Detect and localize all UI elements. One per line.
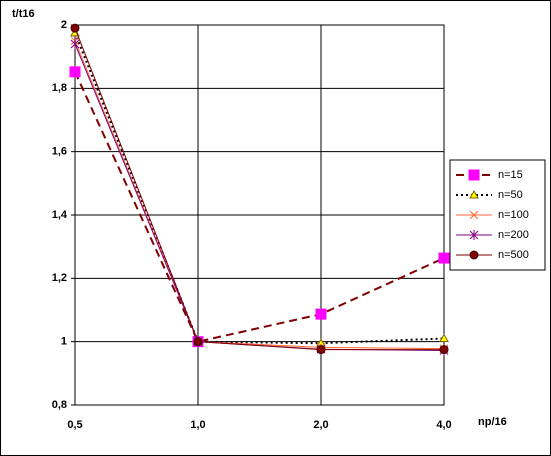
series-line: [74, 40, 445, 350]
marker: [316, 345, 326, 355]
series-line: [74, 27, 444, 351]
y-tick-label: 1,4: [52, 209, 68, 221]
x-tick-label: 4,0: [436, 419, 451, 431]
marker: [315, 308, 327, 320]
legend-label: n=50: [498, 189, 523, 201]
marker: [193, 337, 203, 347]
series-line: [74, 32, 445, 345]
series-line: [74, 71, 445, 343]
y-tick-label: 2: [61, 19, 67, 31]
marker: [469, 230, 479, 240]
x-tick-label: 1,0: [190, 419, 205, 431]
marker: [469, 189, 479, 199]
marker: [439, 345, 449, 355]
legend-label: n=200: [498, 229, 529, 241]
y-axis-label: t/t16: [12, 8, 35, 20]
legend-label: n=15: [498, 169, 523, 181]
legend-label: n=500: [498, 249, 529, 261]
marker: [468, 169, 480, 181]
y-tick-label: 1,6: [52, 146, 67, 158]
y-tick-label: 1,2: [52, 272, 67, 284]
marker: [69, 66, 81, 78]
x-tick-label: 2,0: [313, 419, 328, 431]
marker: [439, 333, 449, 342]
marker: [469, 250, 479, 260]
marker: [469, 210, 479, 220]
legend-label: n=100: [498, 209, 529, 221]
y-tick-label: 1: [61, 336, 67, 348]
legend: n=15 n=50 n=100 n=200 n=500: [449, 159, 546, 271]
marker: [70, 39, 80, 49]
marker: [70, 23, 80, 33]
x-tick-label: 0,5: [67, 419, 82, 431]
y-tick-label: 0,8: [52, 399, 67, 411]
y-tick-label: 1,8: [52, 82, 67, 94]
marker: [438, 252, 450, 264]
x-axis-label: np/16: [478, 416, 507, 428]
